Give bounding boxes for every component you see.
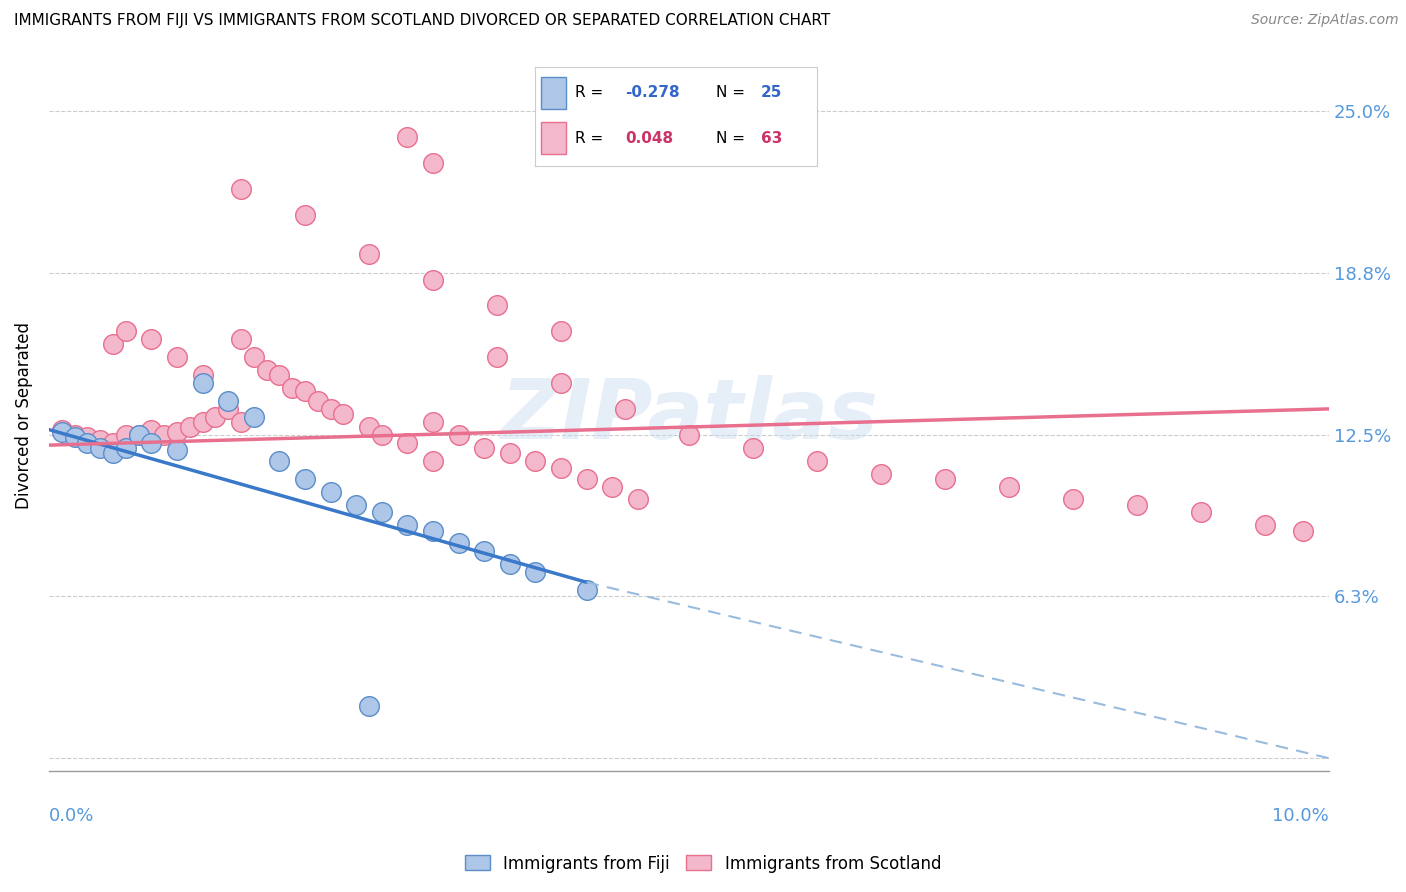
Point — [422, 156, 444, 170]
Point — [141, 332, 163, 346]
Point — [269, 453, 291, 467]
Point — [422, 524, 444, 538]
Text: 0.0%: 0.0% — [49, 806, 94, 825]
Point — [76, 430, 98, 444]
Point — [998, 479, 1021, 493]
Point — [256, 363, 278, 377]
Point — [114, 441, 136, 455]
Point — [114, 427, 136, 442]
Point — [447, 427, 470, 442]
Point — [166, 425, 188, 440]
Point — [1189, 505, 1212, 519]
Point — [76, 435, 98, 450]
Point — [357, 246, 380, 260]
Point — [447, 536, 470, 550]
Point — [550, 324, 572, 338]
Point — [51, 423, 73, 437]
Point — [627, 492, 650, 507]
Point — [472, 544, 495, 558]
Point — [1062, 492, 1084, 507]
Point — [472, 441, 495, 455]
Point — [396, 518, 419, 533]
Point — [319, 484, 342, 499]
Point — [294, 208, 316, 222]
Point — [357, 420, 380, 434]
Point — [396, 130, 419, 145]
Point — [51, 425, 73, 440]
Point — [307, 394, 329, 409]
Point — [422, 453, 444, 467]
Point — [242, 409, 264, 424]
Legend: Immigrants from Fiji, Immigrants from Scotland: Immigrants from Fiji, Immigrants from Sc… — [458, 848, 948, 880]
Point — [179, 420, 201, 434]
Point — [1126, 498, 1149, 512]
Point — [396, 435, 419, 450]
Point — [191, 415, 214, 429]
Point — [550, 461, 572, 475]
Point — [575, 472, 598, 486]
Point — [191, 368, 214, 383]
Point — [524, 453, 547, 467]
Point — [217, 394, 239, 409]
Point — [141, 423, 163, 437]
Point — [600, 479, 623, 493]
Point — [485, 350, 508, 364]
Point — [294, 384, 316, 398]
Point — [499, 557, 522, 571]
Point — [422, 272, 444, 286]
Point — [101, 337, 124, 351]
Point — [281, 381, 304, 395]
Text: ZIPatlas: ZIPatlas — [501, 375, 877, 456]
Point — [332, 407, 354, 421]
Point — [524, 565, 547, 579]
Point — [229, 182, 252, 196]
Point — [229, 332, 252, 346]
Point — [153, 427, 176, 442]
Point — [101, 446, 124, 460]
Point — [550, 376, 572, 390]
Point — [217, 401, 239, 416]
Point — [141, 435, 163, 450]
Point — [242, 350, 264, 364]
Point — [89, 441, 111, 455]
Point — [613, 401, 636, 416]
Text: IMMIGRANTS FROM FIJI VS IMMIGRANTS FROM SCOTLAND DIVORCED OR SEPARATED CORRELATI: IMMIGRANTS FROM FIJI VS IMMIGRANTS FROM … — [14, 13, 831, 29]
Point — [422, 415, 444, 429]
Point — [485, 298, 508, 312]
Point — [934, 472, 956, 486]
Point — [63, 430, 86, 444]
Point — [166, 443, 188, 458]
Point — [166, 350, 188, 364]
Point — [128, 427, 150, 442]
Point — [678, 427, 700, 442]
Point — [1292, 524, 1315, 538]
Point — [575, 582, 598, 597]
Point — [191, 376, 214, 390]
Point — [204, 409, 226, 424]
Point — [294, 472, 316, 486]
Point — [128, 427, 150, 442]
Point — [344, 498, 367, 512]
Point — [499, 446, 522, 460]
Point — [319, 401, 342, 416]
Point — [114, 324, 136, 338]
Point — [371, 427, 394, 442]
Point — [870, 467, 893, 481]
Point — [1254, 518, 1277, 533]
Point — [269, 368, 291, 383]
Y-axis label: Divorced or Separated: Divorced or Separated — [15, 322, 32, 508]
Point — [371, 505, 394, 519]
Point — [229, 415, 252, 429]
Point — [101, 435, 124, 450]
Point — [357, 699, 380, 714]
Point — [806, 453, 828, 467]
Text: Source: ZipAtlas.com: Source: ZipAtlas.com — [1251, 13, 1399, 28]
Point — [89, 433, 111, 447]
Text: 10.0%: 10.0% — [1272, 806, 1329, 825]
Point — [63, 427, 86, 442]
Point — [742, 441, 765, 455]
